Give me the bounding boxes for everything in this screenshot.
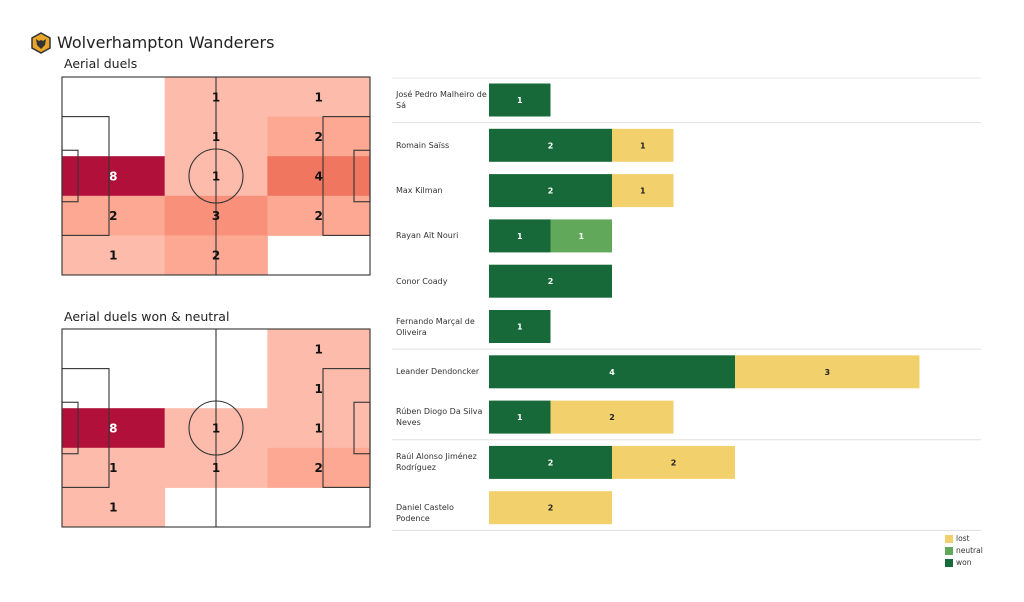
bar-segment-lost: [612, 174, 674, 208]
legend-label-lost: lost: [956, 534, 970, 543]
bar-value-won: 1: [517, 96, 523, 105]
heatmap-value: 1: [212, 130, 220, 144]
bar-segment-lost: [735, 355, 920, 389]
heatmap-value: 1: [212, 422, 220, 436]
heatmap-cell: [267, 77, 371, 118]
heatmap-cell: [62, 195, 166, 236]
heatmap-value: 1: [212, 461, 220, 475]
wolves-crest-icon: [31, 32, 51, 54]
bar-value-won: 1: [517, 232, 523, 241]
heatmap-value: 3: [212, 209, 220, 223]
bar-value-won: 2: [548, 141, 554, 150]
heatmap-value: 2: [314, 461, 322, 475]
heatmap-value: 1: [109, 501, 117, 515]
bar-value-won: 4: [609, 368, 615, 377]
bar-value-lost: 2: [609, 413, 615, 422]
heatmap-cell: [62, 235, 166, 276]
heatmap-cell: [267, 368, 371, 409]
heatmap-value: 2: [212, 249, 220, 263]
center-circle: [188, 148, 244, 204]
bar-segment-won: [489, 174, 612, 208]
heatmap-value: 1: [109, 461, 117, 475]
legend-swatch-neutral: [945, 547, 953, 555]
heatmap-cell: [267, 447, 371, 488]
heatmap-cell: [267, 156, 371, 197]
bar-segment-lost: [550, 400, 674, 434]
bar-value-won: 2: [548, 187, 554, 196]
bar-segment-won: [489, 128, 612, 162]
player-label: Daniel Castelo Podence: [396, 503, 454, 524]
player-label: Rayan Aït Nouri: [396, 231, 459, 241]
bar-segment-lost: [612, 445, 735, 479]
legend-swatch-lost: [945, 535, 953, 543]
heatmap-title-won-neutral: Aerial duels won & neutral: [64, 309, 230, 324]
bar-value-lost: 1: [640, 187, 646, 196]
heatmap-cell: [62, 447, 166, 488]
heatmap-cell: [62, 487, 166, 528]
heatmap-value: 1: [314, 342, 322, 356]
player-label: Raúl Alonso Jiménez Rodríguez: [396, 452, 477, 473]
bar-value-won: 2: [548, 458, 554, 467]
heatmap-value: 1: [212, 170, 220, 184]
bar-segment-won: [489, 310, 551, 343]
heatmap-cell: [267, 116, 371, 157]
bar-segment-won: [489, 264, 612, 298]
bar-value-lost: 2: [548, 504, 554, 513]
heatmap-cell: [267, 195, 371, 236]
bar-segment-won: [489, 83, 551, 117]
center-circle: [188, 400, 244, 456]
heatmap-value: 2: [314, 209, 322, 223]
heatmap-value: 1: [314, 422, 322, 436]
heatmap-cell: [62, 408, 166, 449]
six-yard-box-left: [61, 401, 79, 455]
heatmap-value: 1: [212, 90, 220, 104]
bar-segment-won: [489, 445, 612, 479]
bar-value-won: 2: [548, 277, 554, 286]
bar-value-won: 1: [517, 413, 523, 422]
legend-label-neutral: neutral: [956, 546, 983, 555]
six-yard-box-right: [353, 149, 371, 203]
player-label: Conor Coady: [396, 276, 448, 286]
bar-value-neutral: 1: [578, 232, 584, 241]
legend-swatch-won: [945, 559, 953, 567]
heatmap-value: 1: [109, 249, 117, 263]
heatmap-value: 2: [109, 209, 117, 223]
heatmap-cell: [267, 408, 371, 449]
bar-value-lost: 1: [640, 141, 646, 150]
bar-value-won: 1: [517, 323, 523, 332]
bar-segment-won: [489, 400, 551, 434]
player-label: Romain Saïss: [396, 140, 450, 150]
bar-segment-lost: [489, 491, 612, 525]
heatmap-value: 4: [314, 170, 322, 184]
player-label: José Pedro Malheiro de Sá: [396, 90, 487, 110]
heatmap-value: 2: [314, 130, 322, 144]
legend-label-won: won: [956, 558, 972, 567]
player-label: Fernando Marçal de Oliveira: [396, 316, 475, 337]
heatmap-value: 1: [314, 382, 322, 396]
player-label: Rúben Diogo Da Silva Neves: [396, 407, 483, 428]
six-yard-box-left: [61, 149, 79, 203]
bar-value-lost: 3: [824, 368, 830, 377]
team-title: Wolverhampton Wanderers: [57, 33, 275, 52]
bar-value-lost: 2: [671, 458, 677, 467]
six-yard-box-right: [353, 401, 371, 455]
heatmap-title-aerial-duels: Aerial duels: [64, 56, 138, 71]
bar-segment-won: [489, 219, 551, 253]
player-label: Max Kilman: [396, 186, 443, 196]
heatmap-value: 1: [314, 90, 322, 104]
heatmap-cell: [267, 329, 371, 370]
heatmap-value: 8: [109, 170, 117, 184]
player-label: Leander Dendoncker: [396, 367, 480, 377]
heatmap-cell: [62, 156, 166, 197]
bar-segment-won: [489, 355, 735, 389]
bar-segment-neutral: [550, 219, 612, 253]
heatmap-value: 8: [109, 422, 117, 436]
bar-segment-lost: [612, 128, 674, 162]
